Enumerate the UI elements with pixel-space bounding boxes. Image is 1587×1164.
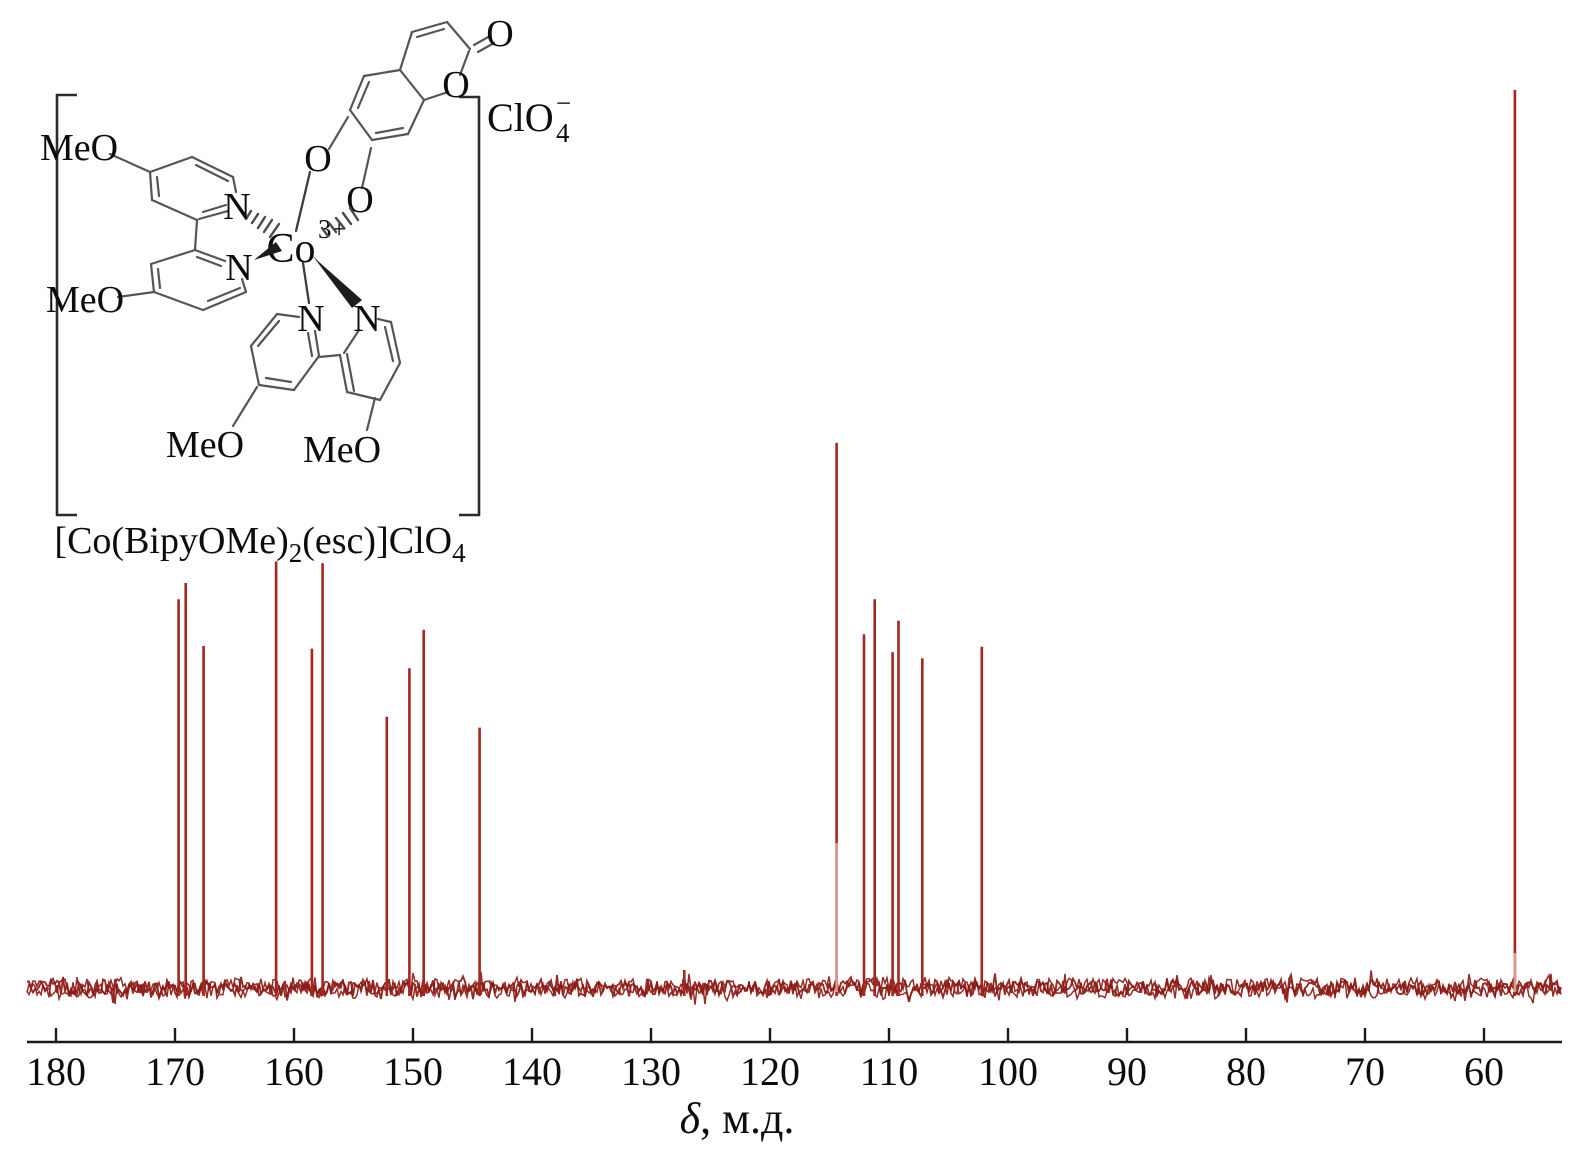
left-bracket: [55, 93, 77, 517]
meo-label-3: MeO: [166, 424, 244, 466]
noise-trace: [26, 973, 1562, 1005]
x-tick-label: 90: [1107, 1049, 1147, 1094]
bipy2-n3-label: N: [297, 298, 324, 340]
catecholate-o-upper-label: O: [304, 138, 331, 180]
clo4-main: ClO: [487, 95, 554, 140]
x-tick-label: 180: [26, 1049, 86, 1094]
x-tick-label: 170: [145, 1049, 205, 1094]
bipy1-n2-label: N: [225, 247, 252, 289]
clo4-superscript-minus: −: [556, 88, 571, 118]
right-bracket: [459, 95, 481, 517]
nmr-spectrum-trace: [26, 90, 1562, 1005]
complex-brackets: [55, 93, 481, 517]
coordination-bonds: [244, 170, 362, 308]
bipy1-n1-label: N: [223, 186, 250, 228]
meo-label-4: MeO: [303, 429, 381, 471]
bipy2-n4-label: N: [353, 298, 380, 340]
complex-formula-caption: [Co(BipyOMe)2(esc)]ClO4: [54, 520, 466, 568]
x-axis-ticks: 180 170 160 150 140 130 120 110 100 90 80 70 60: [26, 1028, 1504, 1094]
meo-label-2: MeO: [46, 279, 124, 321]
lactone-o-label: O: [442, 64, 469, 106]
bipyridine2-bonds: [231, 312, 402, 432]
x-tick-label: 60: [1464, 1049, 1504, 1094]
carbonyl-o-label: O: [486, 13, 513, 55]
x-tick-label: 150: [383, 1049, 443, 1094]
x-tick-label: 120: [740, 1049, 800, 1094]
molecule-structure-inset: O O O O Co 3+: [40, 13, 571, 568]
x-tick-label: 160: [264, 1049, 324, 1094]
x-tick-label: 80: [1226, 1049, 1266, 1094]
perchlorate-counterion: ClO − 4: [487, 88, 571, 148]
x-tick-label: 70: [1345, 1049, 1385, 1094]
x-axis-title: δ, м.д.: [680, 1094, 795, 1143]
catecholate-o-lower-label: O: [346, 179, 373, 221]
x-axis: 180 170 160 150 140 130 120 110 100 90 80 70 60 δ, м…: [26, 1028, 1562, 1143]
x-tick-label: 110: [860, 1049, 919, 1094]
bipyridine1-bonds: [108, 152, 248, 312]
meo-label-1: MeO: [40, 127, 118, 169]
x-tick-label: 100: [978, 1049, 1038, 1094]
x-tick-label: 130: [621, 1049, 681, 1094]
clo4-subscript-4: 4: [556, 118, 570, 148]
x-tick-label: 140: [502, 1049, 562, 1094]
esculetin-ligand-bonds: [327, 20, 496, 190]
